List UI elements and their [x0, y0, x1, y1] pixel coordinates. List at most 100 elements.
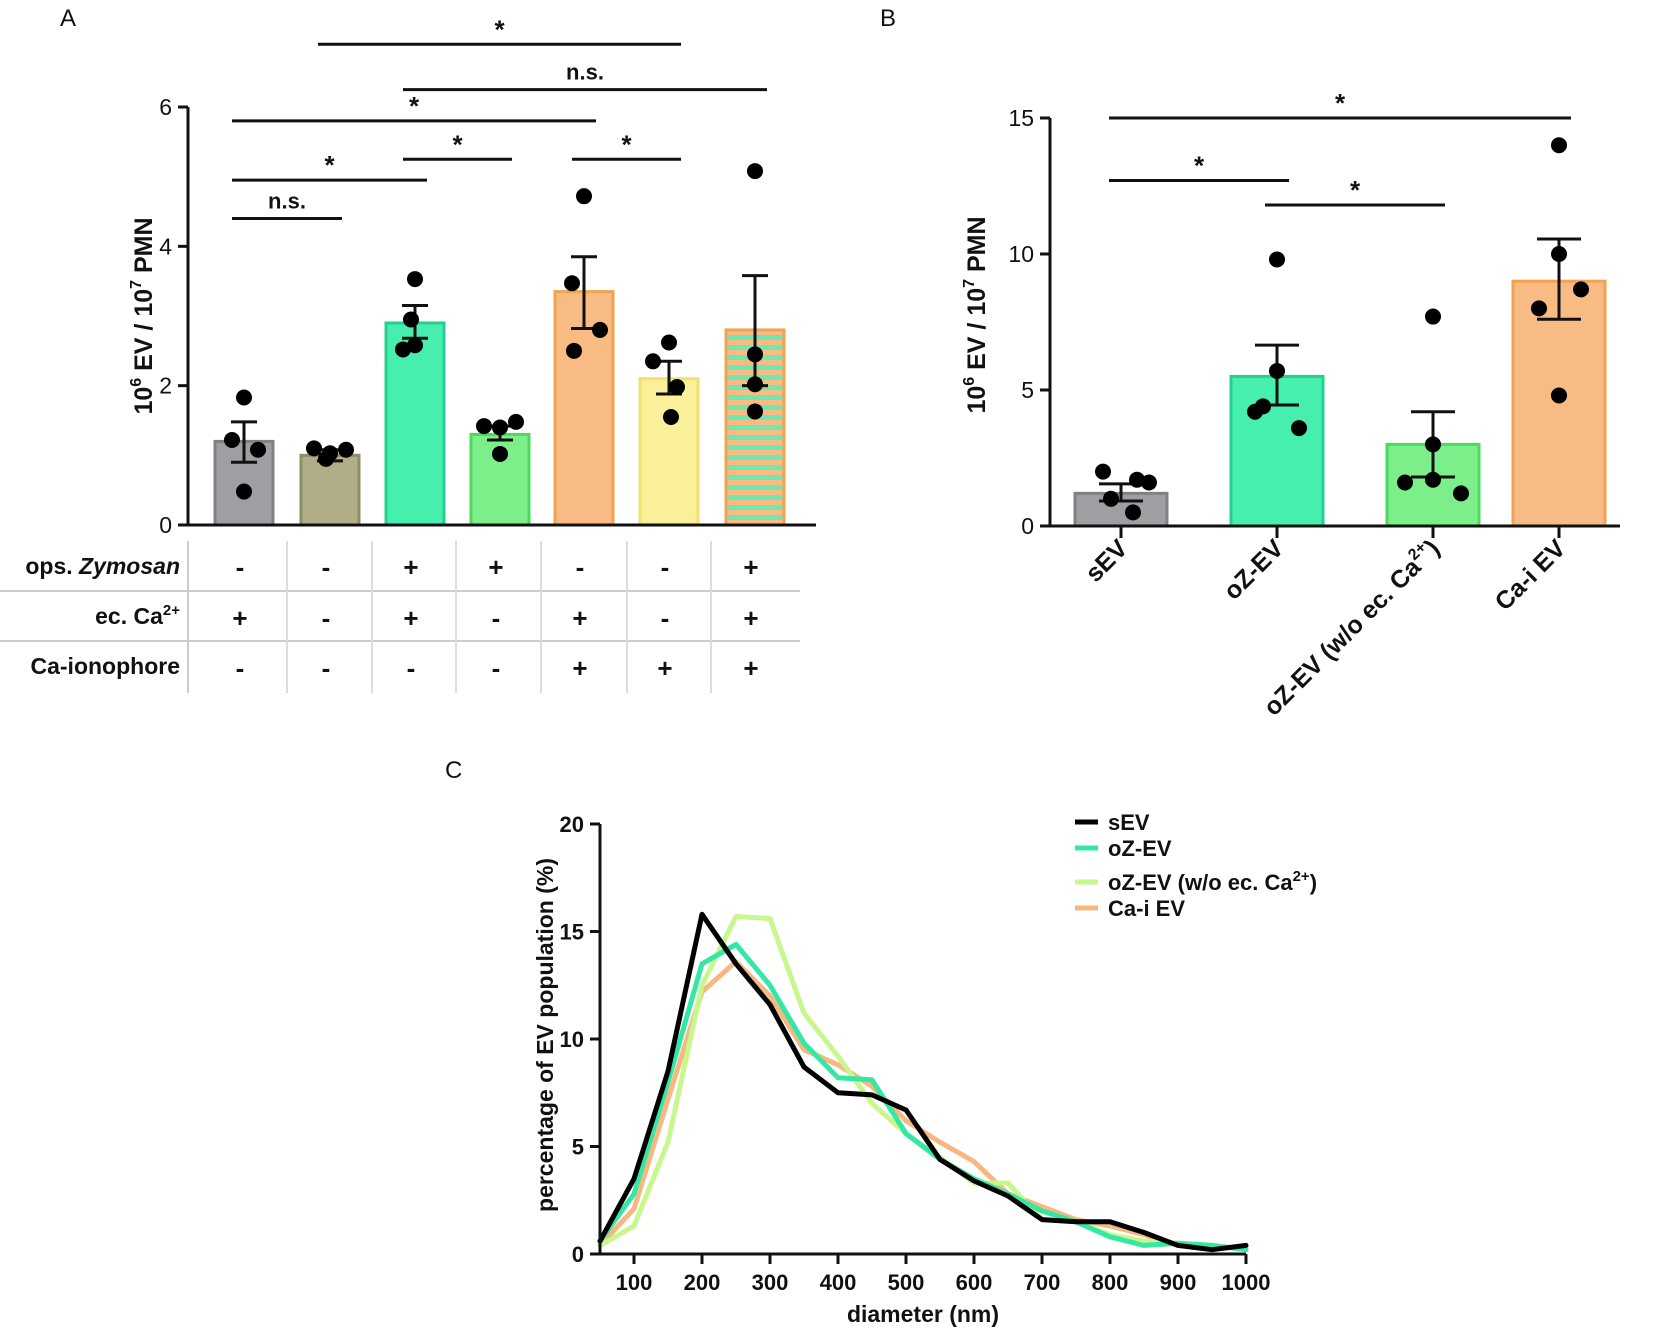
- bar: [1511, 279, 1607, 528]
- table-cell: +: [572, 653, 587, 683]
- data-point: [403, 311, 419, 328]
- significance-label: *: [324, 150, 335, 180]
- data-point: [669, 379, 685, 396]
- x-tick-label: 600: [956, 1270, 993, 1295]
- table-cell: -: [661, 552, 670, 582]
- significance-label: n.s.: [268, 188, 306, 213]
- significance-label: *: [409, 91, 420, 121]
- x-tick-label: oZ-EV (w/o ec. Ca2+): [1257, 533, 1445, 721]
- y-tick-label: 0: [159, 512, 172, 538]
- data-point: [250, 441, 266, 458]
- data-point: [1095, 463, 1111, 480]
- bar: [299, 453, 361, 527]
- data-point: [1247, 403, 1263, 420]
- data-point: [407, 337, 423, 354]
- x-tick-label: 200: [684, 1270, 721, 1295]
- legend-entry: oZ-EV: [1108, 836, 1172, 861]
- y-tick-label: 5: [1021, 377, 1034, 403]
- x-tick-label: 900: [1160, 1270, 1197, 1295]
- x-tick-label: 800: [1092, 1270, 1129, 1295]
- y-tick-label: 10: [1008, 241, 1034, 267]
- data-point: [663, 409, 679, 426]
- series-line: [597, 914, 1249, 1253]
- data-point: [1453, 485, 1469, 502]
- data-point: [1551, 137, 1567, 154]
- table-cell: +: [743, 653, 758, 683]
- table-row-label-zymosan: ops. Zymosan: [25, 553, 180, 579]
- data-point: [661, 334, 677, 351]
- data-point: [1551, 246, 1567, 262]
- panel-c-y-axis-label: percentage of EV population (%): [532, 858, 558, 1212]
- y-tick-label: 4: [159, 233, 172, 259]
- table-row-label-ionophore: Ca-ionophore: [31, 653, 181, 679]
- x-tick-label: 500: [888, 1270, 925, 1295]
- table-cell: -: [236, 552, 245, 582]
- y-tick-label: 5: [572, 1135, 584, 1160]
- table-cell: -: [236, 653, 245, 683]
- panel-label-c: C: [445, 757, 462, 784]
- table-cell: +: [743, 603, 758, 633]
- significance-label: *: [1194, 151, 1205, 181]
- series-line: [597, 911, 1249, 1253]
- table-cell: -: [492, 653, 501, 683]
- data-point: [1425, 471, 1441, 488]
- data-point: [318, 450, 334, 467]
- table-cell: -: [322, 552, 331, 582]
- table-cell: -: [322, 653, 331, 683]
- data-point: [1269, 362, 1285, 379]
- data-point: [1531, 300, 1547, 317]
- table-row-label-ec-ca: ec. Ca2+: [95, 602, 180, 629]
- data-point: [576, 188, 592, 205]
- data-point: [747, 403, 763, 420]
- table-cell: +: [232, 603, 247, 633]
- y-tick-label: 10: [560, 1027, 584, 1052]
- significance-label: n.s.: [566, 60, 604, 85]
- significance-label: *: [621, 129, 632, 159]
- data-point: [236, 483, 252, 500]
- data-point: [564, 275, 580, 292]
- table-cell: -: [322, 603, 331, 633]
- table-cell: +: [657, 653, 672, 683]
- data-point: [224, 432, 240, 449]
- x-tick-label: 100: [616, 1270, 653, 1295]
- table-cell: +: [403, 603, 418, 633]
- x-tick-label: 400: [820, 1270, 857, 1295]
- data-point: [747, 376, 763, 393]
- series-line: [597, 941, 1249, 1253]
- data-point: [476, 418, 492, 435]
- data-point: [1125, 504, 1141, 521]
- data-point: [492, 445, 508, 462]
- panel-label-a: A: [60, 5, 76, 32]
- x-tick-label: 300: [752, 1270, 789, 1295]
- significance-label: *: [1335, 88, 1346, 118]
- legend-entry: sEV: [1108, 810, 1150, 835]
- panel-b-y-axis-label: 106 EV / 107 PMN: [961, 216, 991, 413]
- legend-entry: Ca-i EV: [1108, 896, 1185, 921]
- data-point: [407, 271, 423, 288]
- data-point: [338, 441, 354, 458]
- data-point: [747, 163, 763, 180]
- panel-b-bar-chart: 0 5 10 15 106 EV / 107 PMN * * * sEV oZ-EVoZ-E…: [961, 88, 1620, 721]
- y-tick-label: 0: [1021, 513, 1034, 539]
- y-tick-label: 15: [1008, 105, 1034, 131]
- data-point: [1129, 471, 1145, 488]
- data-point: [592, 321, 608, 338]
- data-point: [236, 389, 252, 406]
- panel-a-condition-table: ops. Zymosan ec. Ca2+ Ca-ionophore - - + + -…: [0, 541, 800, 693]
- significance-label: *: [452, 129, 463, 159]
- data-point: [1141, 474, 1157, 491]
- x-tick-label: 1000: [1222, 1270, 1271, 1295]
- data-point: [566, 342, 582, 359]
- data-point: [747, 346, 763, 363]
- y-tick-label: 20: [560, 812, 584, 837]
- data-point: [1269, 251, 1285, 268]
- x-tick-label: Ca-i EV: [1490, 534, 1572, 616]
- significance-label: *: [1350, 175, 1361, 205]
- table-cell: -: [407, 653, 416, 683]
- data-point: [645, 353, 661, 370]
- y-tick-label: 2: [159, 373, 172, 399]
- data-point: [1551, 387, 1567, 404]
- data-point: [306, 440, 322, 457]
